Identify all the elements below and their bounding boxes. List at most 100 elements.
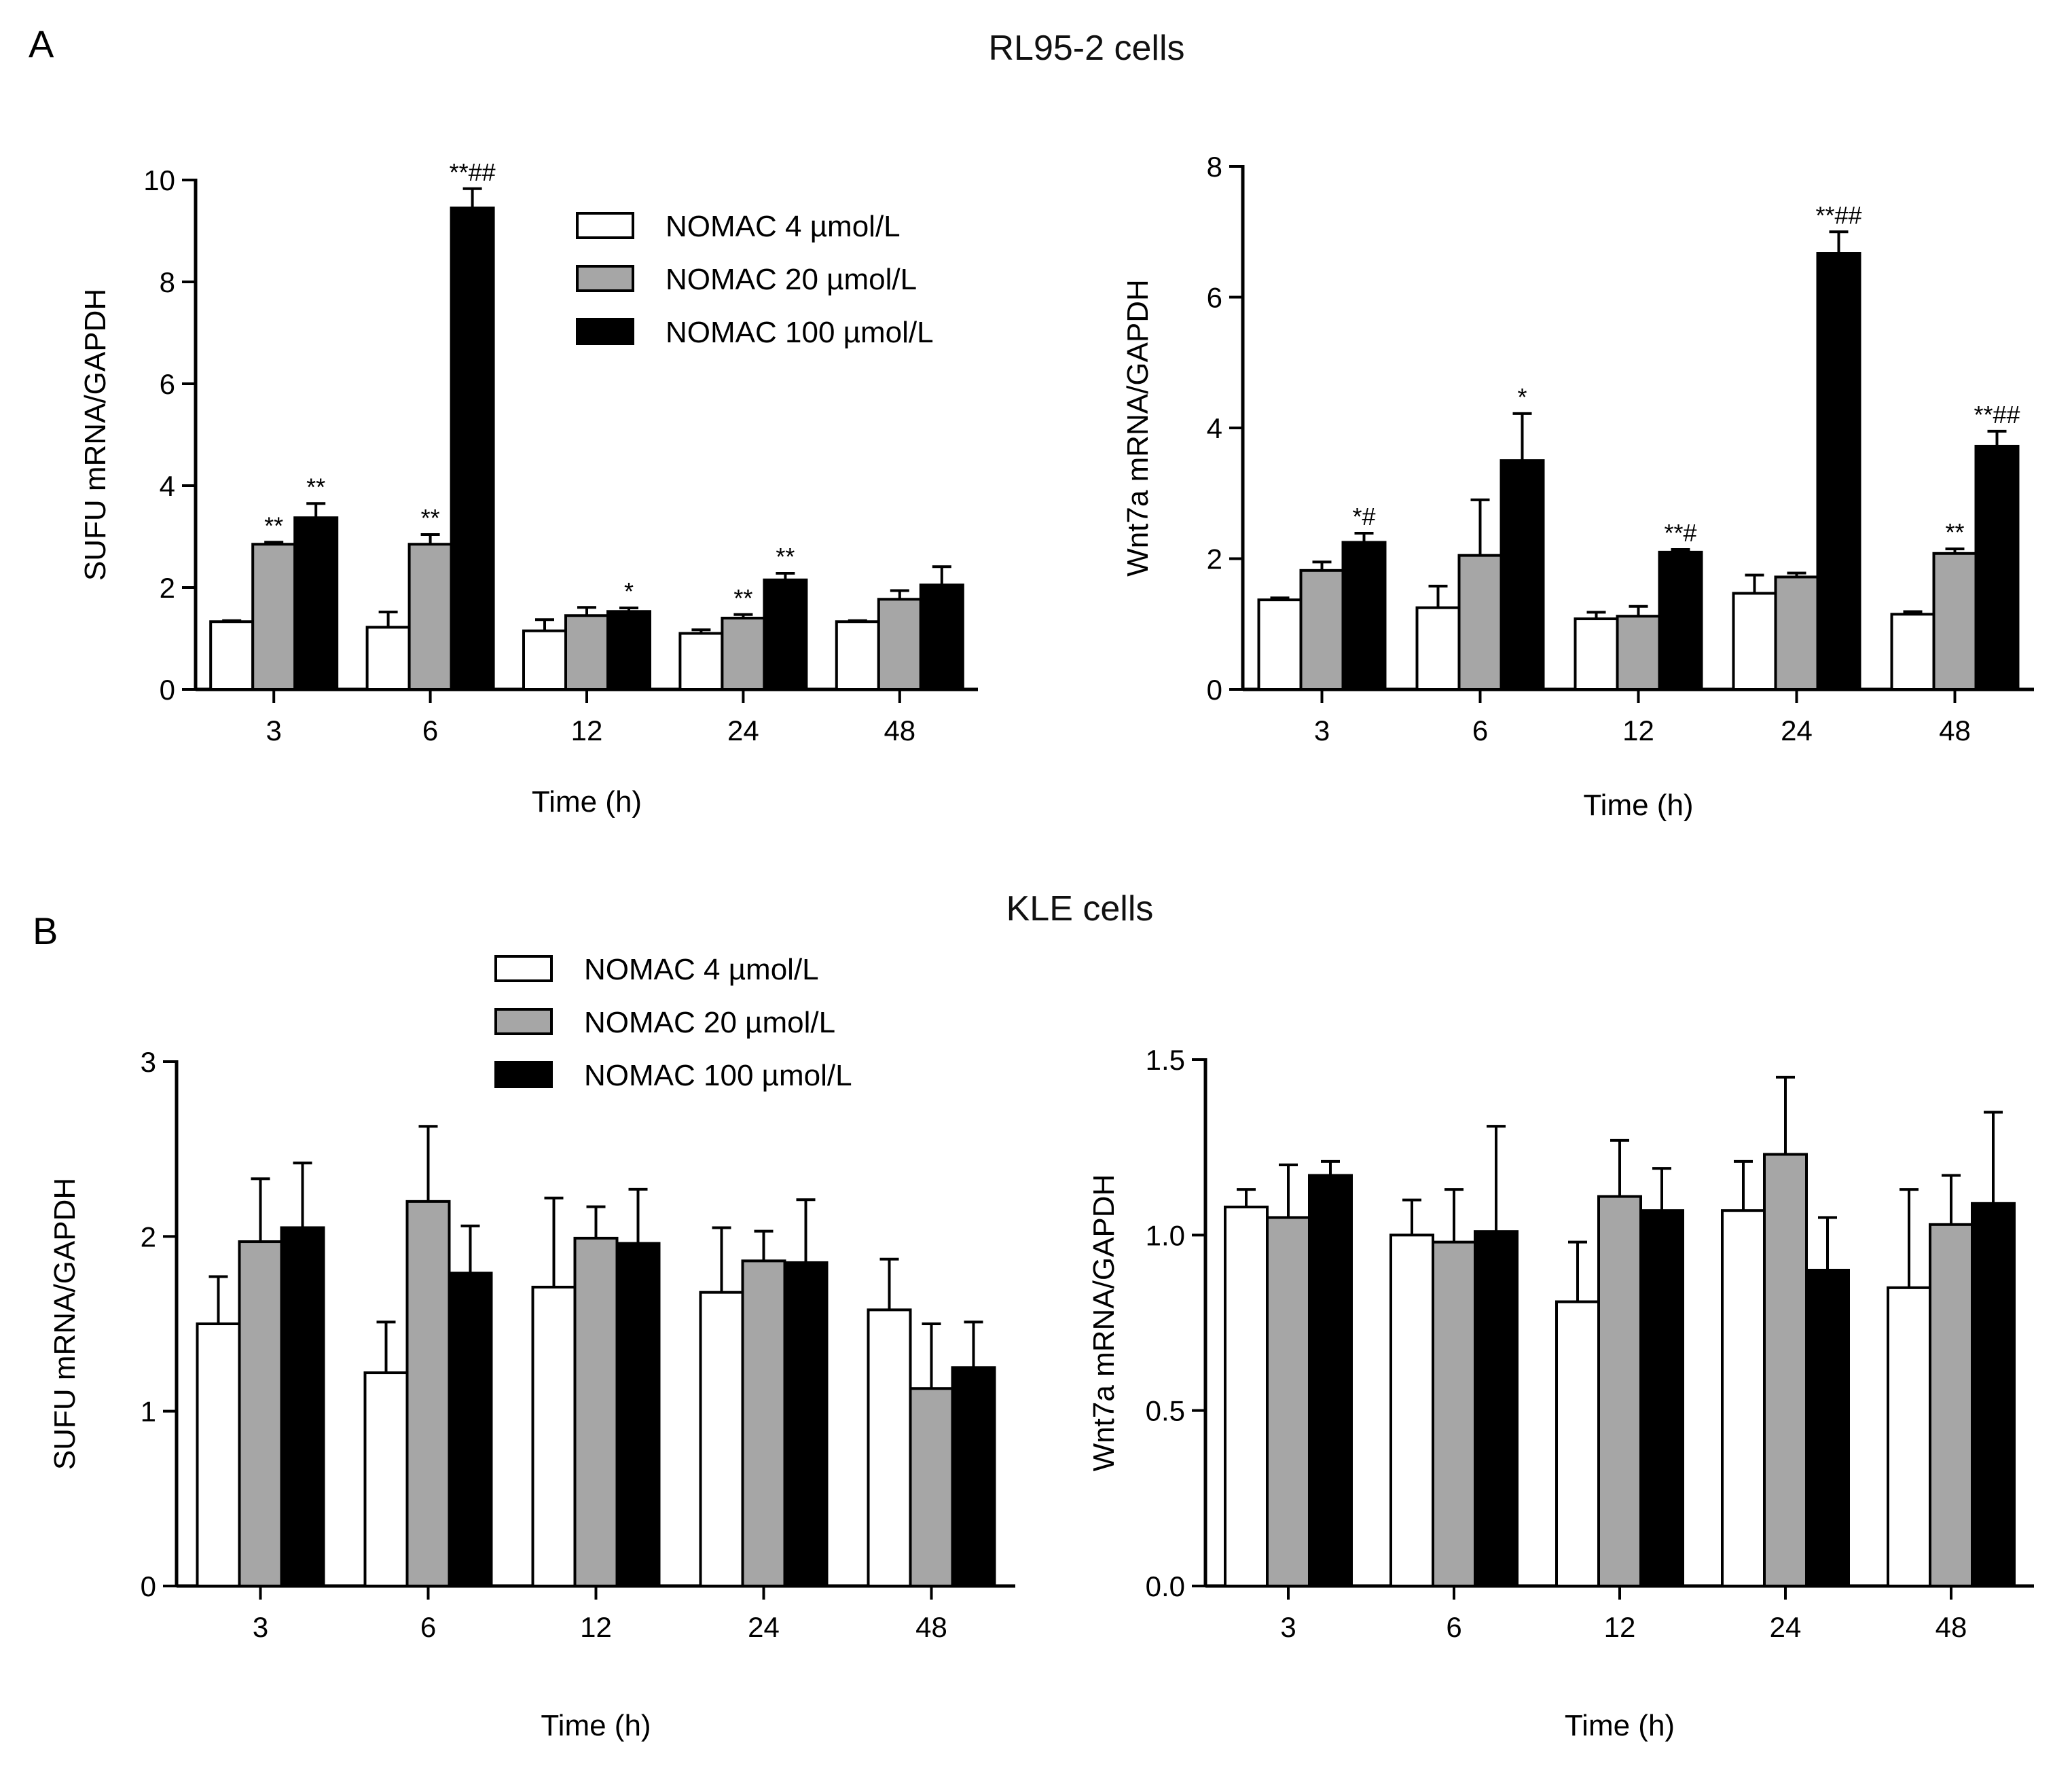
legend-label: NOMAC 100 µmol/L <box>666 316 934 349</box>
bar <box>1389 1233 1434 1588</box>
bar <box>721 617 766 691</box>
bar <box>450 206 495 691</box>
x-tick-label: 48 <box>1935 1611 1967 1643</box>
bar <box>1974 444 2020 691</box>
y-tick-label: 2 <box>141 1221 156 1253</box>
x-axis-label: Time (h) <box>541 1709 651 1742</box>
y-tick-label: 1.5 <box>1146 1044 1185 1076</box>
bar <box>1299 569 1345 691</box>
x-tick-label: 24 <box>727 715 759 746</box>
bar <box>1616 615 1661 691</box>
x-tick-label: 3 <box>1314 715 1330 746</box>
panel-b-letter: B <box>33 909 58 952</box>
x-tick-label: 12 <box>571 715 603 746</box>
y-tick-label: 0.5 <box>1146 1395 1185 1427</box>
bar <box>1500 459 1545 691</box>
bar <box>1763 1153 1808 1587</box>
legend-label: NOMAC 4 µmol/L <box>666 210 901 243</box>
bar <box>1432 1240 1476 1587</box>
bar <box>1639 1209 1684 1587</box>
legend-label: NOMAC 20 µmol/L <box>666 263 917 296</box>
bar <box>1805 1269 1850 1587</box>
x-tick-label: 48 <box>884 715 915 746</box>
bar <box>365 626 411 691</box>
legend-swatch <box>576 265 634 292</box>
x-tick-label: 24 <box>1781 715 1813 746</box>
bar <box>448 1272 493 1587</box>
significance-label: **## <box>1815 201 1861 229</box>
bar <box>1308 1174 1353 1587</box>
y-tick-label: 0.0 <box>1146 1570 1185 1602</box>
legend-swatch <box>494 1008 553 1035</box>
bar <box>783 1261 829 1588</box>
legend-label: NOMAC 4 µmol/L <box>584 953 819 986</box>
bar <box>1887 1286 1931 1588</box>
chart-b-wnt7a: 0.0 0.5 1.0 1.5 Wnt7a mRNA/GAPDH 3 6 12 24 48 Time… <box>1087 1044 2034 1742</box>
x-tick-label: 48 <box>915 1611 947 1643</box>
bar <box>1929 1223 1974 1588</box>
x-axis-label: Time (h) <box>1583 789 1693 822</box>
bar <box>835 620 880 691</box>
bar <box>699 1291 744 1588</box>
bar <box>1474 1230 1519 1587</box>
bar <box>615 1242 661 1588</box>
y-tick-label: 0 <box>1207 674 1222 706</box>
bar <box>877 598 922 691</box>
x-tick-label: 3 <box>1280 1611 1296 1643</box>
x-tick-label: 24 <box>1770 1611 1802 1643</box>
bar <box>573 1236 619 1587</box>
significance-label: ** <box>306 473 325 501</box>
y-tick-label: 0 <box>141 1570 156 1602</box>
bar <box>1890 613 1935 691</box>
y-tick-label: 2 <box>1207 543 1222 575</box>
y-tick-label: 3 <box>141 1046 156 1078</box>
bar <box>1457 554 1503 691</box>
y-tick-label: 0 <box>160 674 175 706</box>
bar <box>867 1308 912 1587</box>
bar <box>407 543 453 691</box>
bar <box>196 1322 241 1587</box>
significance-label: ** <box>1945 518 1964 546</box>
y-tick-label: 1 <box>141 1396 156 1428</box>
bar <box>678 632 724 691</box>
y-tick-label: 6 <box>160 368 175 400</box>
y-tick-label: 4 <box>1207 412 1222 444</box>
bar <box>209 620 255 691</box>
significance-label: **## <box>450 158 496 186</box>
legend-swatch <box>576 212 634 239</box>
bar <box>1555 1300 1600 1587</box>
y-tick-label: 4 <box>160 470 175 502</box>
y-axis-label: SUFU mRNA/GAPDH <box>48 1178 81 1470</box>
y-axis-label: SUFU mRNA/GAPDH <box>79 289 112 581</box>
bar <box>1574 617 1619 691</box>
legend-swatch <box>576 318 634 345</box>
x-tick-label: 12 <box>1622 715 1654 746</box>
legend: NOMAC 4 µmol/L NOMAC 20 µmol/L NOMAC 100 µ… <box>494 953 852 1092</box>
significance-label: * <box>624 577 634 605</box>
bar <box>763 578 808 691</box>
bar <box>363 1371 409 1587</box>
bar <box>1597 1195 1642 1587</box>
y-tick-label: 1.0 <box>1146 1219 1185 1251</box>
x-axis-label: Time (h) <box>532 785 642 818</box>
bar <box>1971 1202 2016 1588</box>
y-tick-label: 2 <box>160 572 175 604</box>
bar <box>522 629 567 691</box>
bar <box>1816 252 1861 691</box>
x-tick-label: 6 <box>422 715 438 746</box>
bar <box>251 543 297 691</box>
bar <box>564 614 609 691</box>
x-tick-label: 12 <box>580 1611 612 1643</box>
x-tick-label: 3 <box>266 715 282 746</box>
bar <box>741 1259 786 1587</box>
y-axis-label: Wnt7a mRNA/GAPDH <box>1121 279 1155 577</box>
y-tick-label: 10 <box>143 164 175 196</box>
bar <box>1732 592 1777 691</box>
significance-label: * <box>1517 383 1527 411</box>
bar <box>1257 598 1303 691</box>
significance-label: **## <box>1974 401 2020 429</box>
bar <box>951 1366 996 1588</box>
y-tick-label: 8 <box>160 266 175 298</box>
